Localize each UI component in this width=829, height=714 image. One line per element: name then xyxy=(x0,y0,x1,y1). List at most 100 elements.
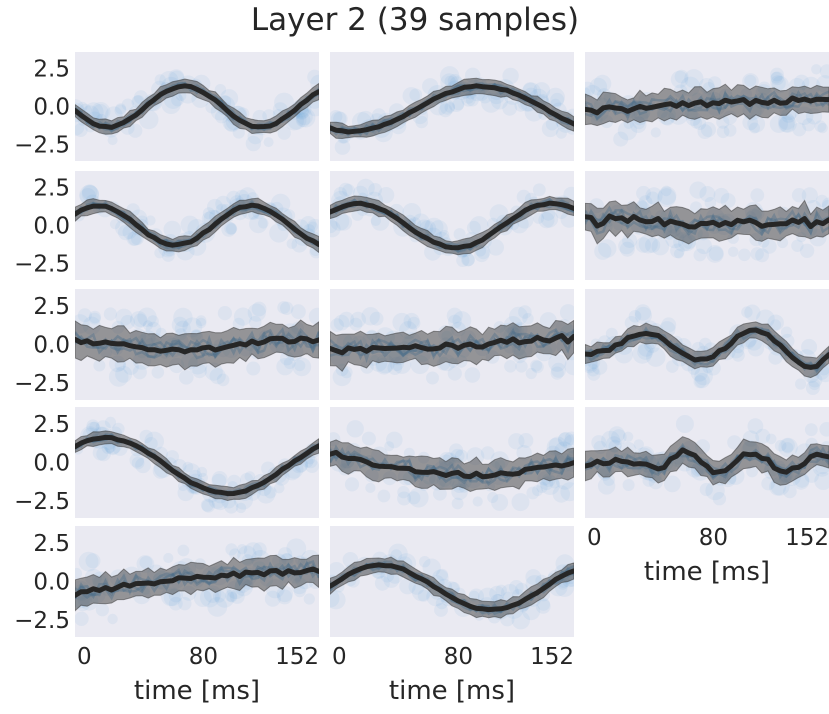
sample-point xyxy=(705,480,725,501)
y-tick-label: −2.5 xyxy=(14,489,70,515)
sample-point xyxy=(819,422,829,437)
sample-point xyxy=(129,311,148,329)
mean-line xyxy=(585,327,829,370)
sample-point xyxy=(439,99,455,115)
sample-point xyxy=(264,590,281,607)
sample-point xyxy=(115,308,133,326)
sample-point xyxy=(742,114,758,131)
y-tick-label: 2.5 xyxy=(33,531,70,557)
sample-point xyxy=(755,428,771,444)
x-tick-label: 80 xyxy=(189,644,218,670)
sample-point xyxy=(215,195,232,212)
sample-point xyxy=(278,547,293,562)
sample-point xyxy=(109,219,121,230)
sample-point xyxy=(489,585,505,602)
sample-point xyxy=(778,437,798,458)
sample-point xyxy=(399,578,416,595)
sample-point xyxy=(712,492,727,506)
sample-point xyxy=(795,378,807,390)
sample-point xyxy=(154,247,166,259)
sample-point xyxy=(165,450,179,464)
sample-point xyxy=(232,126,245,139)
sample-point xyxy=(95,603,109,617)
sample-point xyxy=(690,116,703,129)
sample-point xyxy=(452,98,465,111)
sample-point xyxy=(334,139,351,155)
sample-point xyxy=(564,356,574,376)
sample-point xyxy=(466,93,479,107)
sample-point xyxy=(628,310,642,323)
sample-point xyxy=(622,431,634,442)
sample-point xyxy=(226,223,238,235)
sample-point xyxy=(447,366,462,381)
sample-point xyxy=(675,415,694,433)
sample-point xyxy=(651,237,670,256)
sample-point xyxy=(670,70,689,89)
sample-point xyxy=(559,304,574,321)
sample-point xyxy=(128,123,143,138)
sample-point xyxy=(557,432,572,447)
sample-point xyxy=(89,421,100,432)
sample-point xyxy=(361,307,380,326)
sample-point xyxy=(446,307,463,324)
sample-point xyxy=(713,187,730,204)
sample-point xyxy=(747,418,764,434)
sample-point xyxy=(706,245,724,263)
sample-point xyxy=(200,498,214,512)
sample-point xyxy=(744,304,761,321)
sample-point xyxy=(330,110,343,124)
sample-point xyxy=(163,220,182,239)
sample-point xyxy=(635,237,651,253)
y-tick-label: −2.5 xyxy=(14,371,70,397)
x-tick-label: 152 xyxy=(530,644,574,670)
sample-point xyxy=(426,371,439,385)
sample-point xyxy=(791,188,807,203)
sample-point xyxy=(645,187,663,205)
mean-line xyxy=(330,200,574,251)
y-tick-label: −2.5 xyxy=(14,251,70,277)
sample-point xyxy=(229,589,245,604)
sample-point xyxy=(511,611,530,630)
sample-point xyxy=(558,431,574,448)
sample-point xyxy=(384,441,395,452)
sample-point xyxy=(480,446,495,460)
sample-point xyxy=(518,305,532,319)
sample-point xyxy=(292,357,312,377)
sample-point xyxy=(658,186,677,205)
sample-point xyxy=(731,348,745,362)
mean-line xyxy=(75,335,319,355)
sample-point xyxy=(307,221,318,232)
sample-point xyxy=(346,420,364,438)
y-tick-label: −2.5 xyxy=(14,608,70,634)
sample-point xyxy=(277,126,291,140)
sample-point xyxy=(585,81,596,97)
sample-point xyxy=(526,486,540,500)
sample-point xyxy=(294,360,306,372)
sample-point xyxy=(429,220,448,239)
sample-point xyxy=(232,317,245,330)
sample-point xyxy=(564,431,574,446)
panel-background xyxy=(75,52,319,161)
sample-point xyxy=(277,589,293,605)
sample-point xyxy=(495,584,507,596)
sample-point xyxy=(611,429,627,445)
sample-point xyxy=(593,74,612,93)
sample-point xyxy=(453,228,466,241)
sample-point xyxy=(121,98,134,111)
y-tick-label: 0.0 xyxy=(33,451,70,477)
sample-point xyxy=(819,64,829,79)
sample-point xyxy=(461,253,475,267)
sample-point xyxy=(88,310,102,324)
sample-point xyxy=(276,585,293,603)
sample-point xyxy=(804,468,819,483)
sample-point xyxy=(75,611,89,626)
sample-point xyxy=(293,585,306,598)
sample-point xyxy=(746,465,758,478)
sample-point xyxy=(419,556,431,568)
mean-line xyxy=(330,83,574,135)
sample-point xyxy=(541,120,559,138)
sample-point xyxy=(213,590,226,603)
sample-point xyxy=(531,360,544,374)
sample-point xyxy=(708,246,724,261)
sample-point xyxy=(761,476,775,491)
